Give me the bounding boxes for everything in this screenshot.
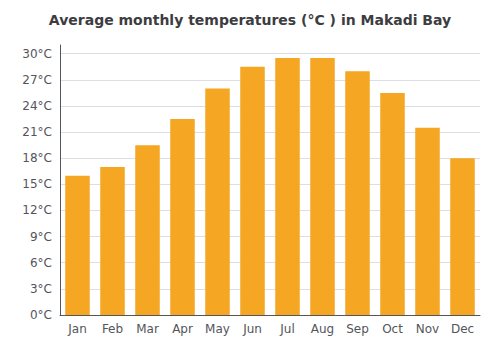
svg-text:May: May [205, 322, 230, 336]
svg-text:12°C: 12°C [22, 203, 52, 217]
svg-text:Feb: Feb [102, 322, 123, 336]
svg-text:Jan: Jan [67, 322, 87, 336]
svg-text:27°C: 27°C [22, 73, 52, 87]
svg-text:0°C: 0°C [30, 308, 52, 322]
svg-text:Average monthly temperatures (: Average monthly temperatures (°C ) in Ma… [49, 12, 451, 28]
svg-text:Dec: Dec [451, 322, 474, 336]
svg-text:18°C: 18°C [22, 151, 52, 165]
svg-text:Aug: Aug [311, 322, 334, 336]
svg-text:24°C: 24°C [22, 99, 52, 113]
svg-text:Jul: Jul [279, 322, 294, 336]
svg-text:Mar: Mar [136, 322, 159, 336]
svg-text:21°C: 21°C [22, 125, 52, 139]
svg-text:Oct: Oct [382, 322, 403, 336]
svg-text:Apr: Apr [172, 322, 193, 336]
svg-text:30°C: 30°C [22, 47, 52, 61]
svg-text:3°C: 3°C [30, 282, 52, 296]
svg-text:Nov: Nov [416, 322, 439, 336]
svg-text:Jun: Jun [242, 322, 262, 336]
svg-text:9°C: 9°C [30, 230, 52, 244]
svg-text:Sep: Sep [346, 322, 369, 336]
svg-text:15°C: 15°C [22, 177, 52, 191]
svg-text:6°C: 6°C [30, 256, 52, 270]
